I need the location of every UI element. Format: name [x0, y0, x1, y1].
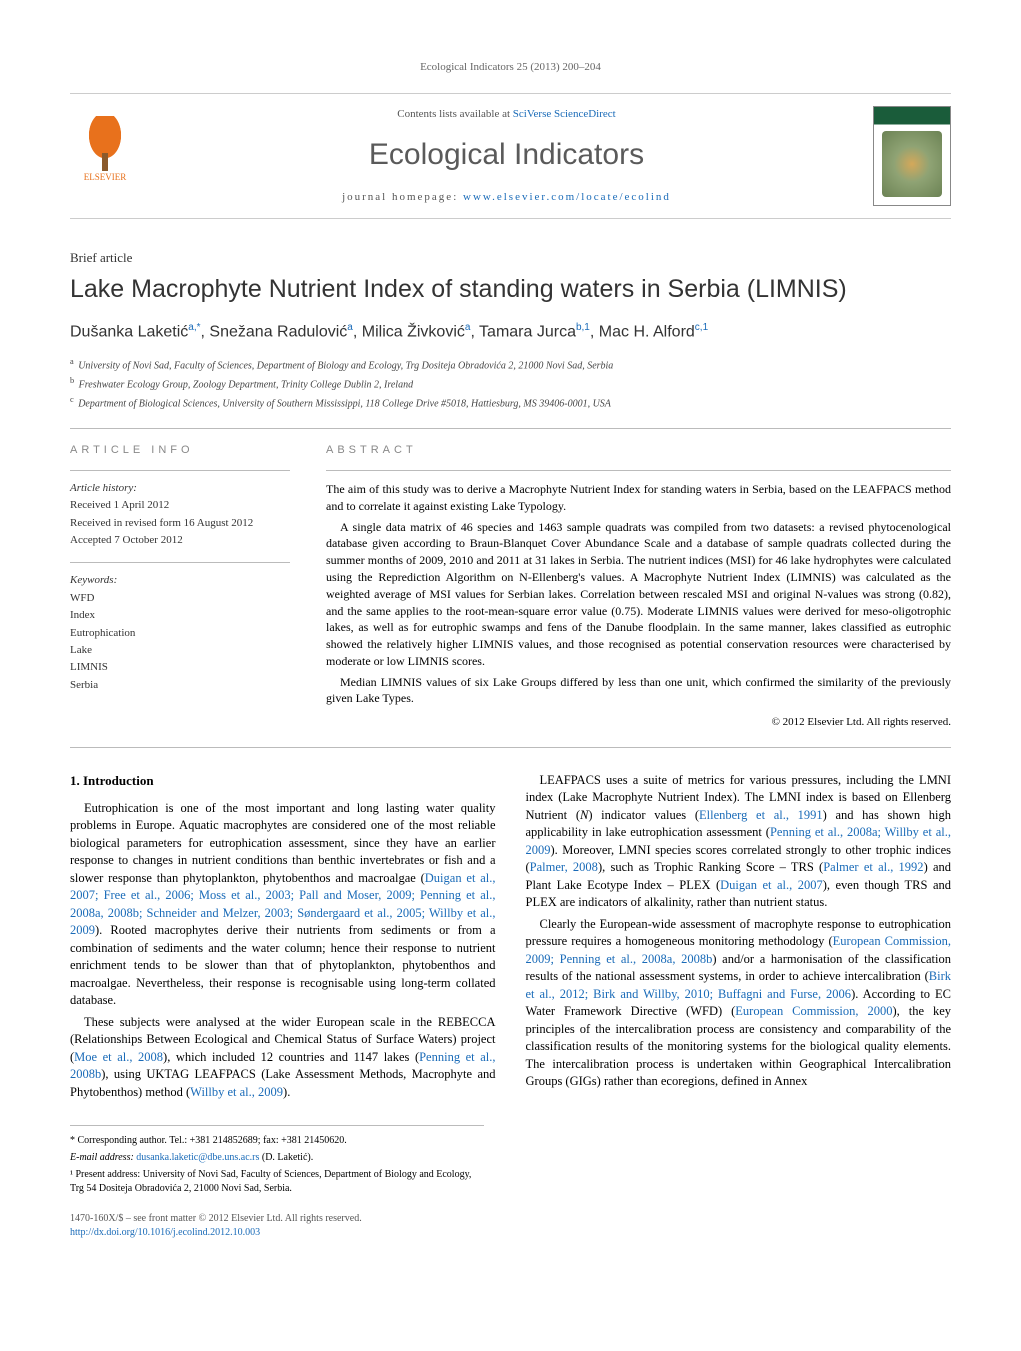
homepage-link[interactable]: www.elsevier.com/locate/ecolind	[463, 191, 671, 203]
abstract-p2: A single data matrix of 46 species and 1…	[326, 519, 951, 670]
article-type: Brief article	[70, 249, 951, 267]
journal-header: ELSEVIER Contents lists available at Sci…	[70, 93, 951, 219]
info-label: ARTICLE INFO	[70, 443, 290, 458]
article-history-block: Article history: Received 1 April 2012 R…	[70, 481, 290, 549]
abstract-divider	[326, 470, 951, 471]
email-suffix: (D. Laketić).	[259, 1152, 313, 1163]
doi-link[interactable]: http://dx.doi.org/10.1016/j.ecolind.2012…	[70, 1227, 260, 1238]
email-link[interactable]: dusanka.laketic@dbe.uns.ac.rs	[136, 1152, 259, 1163]
keyword-4: LIMNIS	[70, 660, 290, 675]
elsevier-tree-icon	[80, 116, 130, 171]
abstract-p1: The aim of this study was to derive a Ma…	[326, 481, 951, 515]
corresponding-footer: * Corresponding author. Tel.: +381 21485…	[70, 1125, 484, 1196]
bottom-left: 1470-160X/$ – see front matter © 2012 El…	[70, 1212, 362, 1240]
homepage-prefix: journal homepage:	[342, 191, 463, 203]
affiliation-a: a University of Novi Sad, Faculty of Sci…	[70, 356, 951, 373]
history-revised: Received in revised form 16 August 2012	[70, 516, 290, 531]
header-center: Contents lists available at SciVerse Sci…	[140, 107, 873, 206]
divider-bottom	[70, 747, 951, 748]
sciencedirect-link[interactable]: SciVerse ScienceDirect	[513, 108, 616, 120]
abstract-copyright: © 2012 Elsevier Ltd. All rights reserved…	[326, 715, 951, 730]
info-divider-2	[70, 562, 290, 563]
body-text: 1. Introduction Eutrophication is one of…	[70, 772, 951, 1102]
keyword-0: WFD	[70, 591, 290, 606]
present-address: ¹ Present address: University of Novi Sa…	[70, 1168, 484, 1196]
affiliation-c: c Department of Biological Sciences, Uni…	[70, 394, 951, 411]
divider-top	[70, 428, 951, 429]
affiliation-b: b Freshwater Ecology Group, Zoology Depa…	[70, 375, 951, 392]
publisher-label: ELSEVIER	[84, 171, 127, 184]
issn-line: 1470-160X/$ – see front matter © 2012 El…	[70, 1212, 362, 1226]
email-label: E-mail address:	[70, 1152, 136, 1163]
keyword-5: Serbia	[70, 678, 290, 693]
abstract-label: ABSTRACT	[326, 443, 951, 458]
keywords-label: Keywords:	[70, 573, 290, 588]
keywords-block: Keywords: WFD Index Eutrophication Lake …	[70, 573, 290, 693]
contents-prefix: Contents lists available at	[397, 108, 512, 120]
section-heading-intro: 1. Introduction	[70, 772, 496, 790]
email-line: E-mail address: dusanka.laketic@dbe.uns.…	[70, 1151, 484, 1165]
history-accepted: Accepted 7 October 2012	[70, 533, 290, 548]
corresponding-line: * Corresponding author. Tel.: +381 21485…	[70, 1134, 484, 1148]
bottom-line: 1470-160X/$ – see front matter © 2012 El…	[70, 1212, 951, 1240]
history-label: Article history:	[70, 481, 290, 496]
abstract-text: The aim of this study was to derive a Ma…	[326, 481, 951, 707]
body-p3: LEAFPACS uses a suite of metrics for var…	[526, 772, 952, 912]
affiliations-block: a University of Novi Sad, Faculty of Sci…	[70, 356, 951, 412]
body-p1: Eutrophication is one of the most import…	[70, 800, 496, 1010]
author-list: Dušanka Laketića,*, Snežana Radulovića, …	[70, 321, 951, 344]
abstract-p3: Median LIMNIS values of six Lake Groups …	[326, 674, 951, 708]
article-title: Lake Macrophyte Nutrient Index of standi…	[70, 274, 951, 305]
journal-cover-thumbnail	[873, 106, 951, 206]
body-p2: These subjects were analysed at the wide…	[70, 1014, 496, 1102]
body-p4: Clearly the European-wide assessment of …	[526, 916, 952, 1091]
abstract-column: ABSTRACT The aim of this study was to de…	[326, 443, 951, 731]
info-abstract-row: ARTICLE INFO Article history: Received 1…	[70, 443, 951, 731]
info-divider	[70, 470, 290, 471]
page-root: Ecological Indicators 25 (2013) 200–204 …	[0, 0, 1021, 1280]
keyword-3: Lake	[70, 643, 290, 658]
journal-name: Ecological Indicators	[160, 134, 853, 176]
elsevier-logo: ELSEVIER	[70, 116, 140, 196]
contents-line: Contents lists available at SciVerse Sci…	[160, 107, 853, 122]
history-received: Received 1 April 2012	[70, 498, 290, 513]
article-info-column: ARTICLE INFO Article history: Received 1…	[70, 443, 290, 731]
keyword-1: Index	[70, 608, 290, 623]
homepage-line: journal homepage: www.elsevier.com/locat…	[160, 190, 853, 205]
keyword-2: Eutrophication	[70, 626, 290, 641]
journal-reference: Ecological Indicators 25 (2013) 200–204	[70, 60, 951, 75]
